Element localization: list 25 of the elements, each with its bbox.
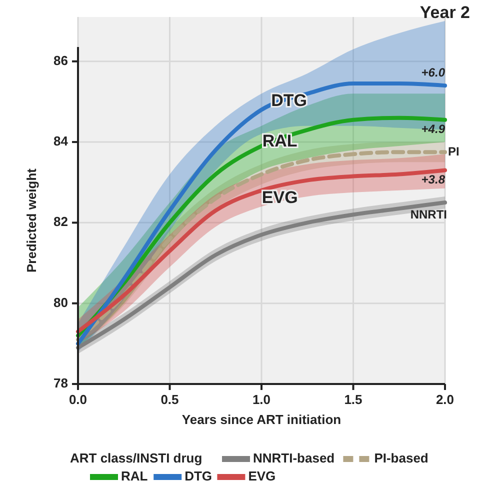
x-axis-title: Years since ART initiation (182, 412, 342, 427)
legend-label: RAL (121, 468, 148, 484)
annotation: +6.0 (421, 66, 446, 80)
x-tick-label: 1.0 (252, 392, 271, 407)
y-axis-title: Predicted weight (24, 168, 39, 273)
y-tick-label: 80 (54, 294, 68, 310)
y-tick-label: 86 (54, 52, 68, 68)
y-tick-label: 82 (54, 214, 68, 230)
annotation: +3.8 (421, 172, 446, 186)
y-tick-label: 78 (54, 375, 68, 390)
x-tick-label: 0.5 (160, 392, 179, 407)
legend-label: PI-based (374, 450, 428, 466)
chart-title: Year 2 (420, 3, 470, 22)
annotation: +4.9 (421, 122, 446, 136)
legend-label: DTG (184, 468, 212, 484)
annotation: EVG (262, 188, 298, 207)
legend-label: EVG (248, 468, 276, 484)
legend-label: NNRTI-based (253, 450, 335, 466)
x-tick-label: 1.5 (344, 392, 362, 407)
y-tick-label: 84 (54, 133, 69, 148)
x-tick-label: 0.0 (68, 392, 88, 407)
annotation: NNRTI (410, 208, 447, 222)
x-tick-label: 2.0 (436, 392, 454, 407)
annotation: PI (448, 144, 460, 158)
legend-title: ART class/INSTI drug (70, 450, 202, 466)
